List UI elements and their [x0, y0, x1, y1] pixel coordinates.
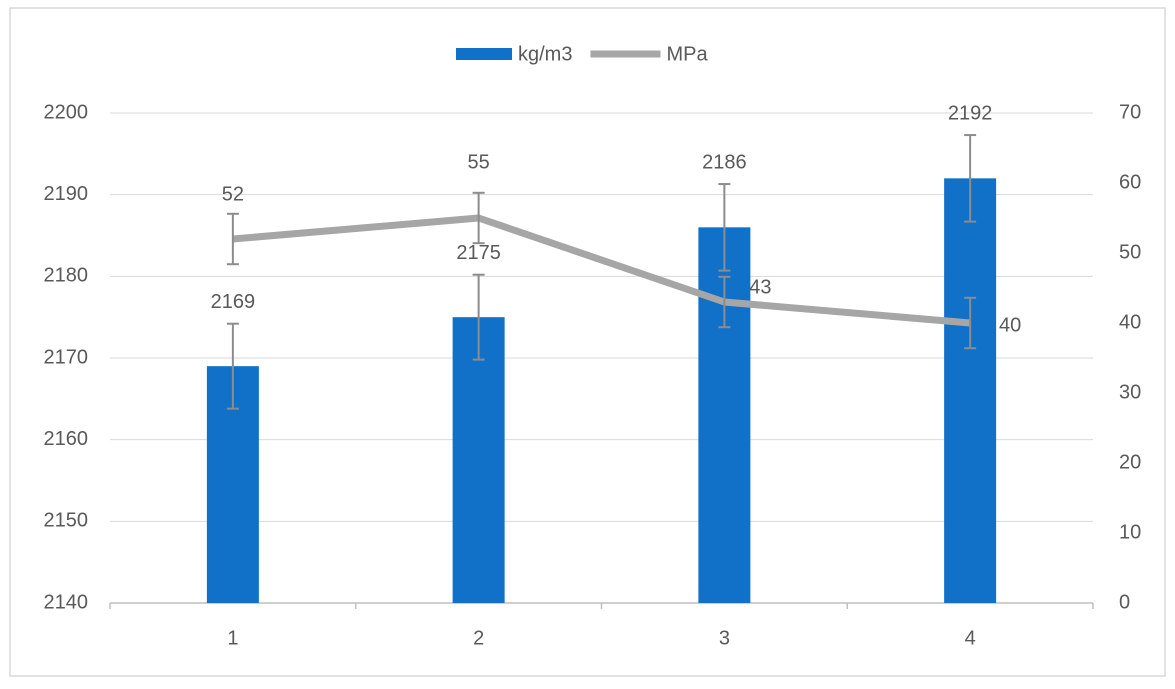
y-tick-label: 2140: [44, 591, 89, 613]
data-label: 52: [222, 183, 244, 205]
y2-tick-label: 0: [1119, 591, 1130, 613]
error-bar: [226, 322, 239, 410]
x-tick-label: 2: [473, 627, 484, 649]
data-label: 2169: [211, 291, 256, 313]
y-tick-label: 2170: [44, 346, 89, 368]
error-bar: [472, 191, 485, 245]
legend-swatch: [456, 48, 512, 60]
y2-tick-label: 20: [1119, 451, 1141, 473]
y-tick-label: 2200: [44, 101, 89, 123]
y2-tick-label: 50: [1119, 241, 1141, 263]
bar: [452, 317, 505, 603]
error-bar: [718, 275, 731, 329]
y-tick-label: 2180: [44, 265, 89, 287]
y2-tick-label: 30: [1119, 381, 1141, 403]
error-bar: [472, 273, 485, 361]
y-tick-label: 2190: [44, 183, 89, 205]
y2-tick-label: 60: [1119, 171, 1141, 193]
y2-tick-label: 10: [1119, 521, 1141, 543]
bar: [944, 178, 997, 604]
error-bar: [964, 134, 977, 223]
x-tick-label: 3: [719, 627, 730, 649]
error-bar: [964, 296, 977, 350]
data-label: 2175: [456, 242, 501, 264]
line: [232, 214, 971, 327]
data-label: 40: [999, 314, 1021, 336]
data-label: 43: [749, 276, 771, 298]
x-tick-label: 1: [227, 627, 238, 649]
legend-label: kg/m3: [518, 43, 572, 65]
data-label: 2192: [948, 102, 993, 124]
data-label: 55: [468, 151, 490, 173]
error-bar: [718, 183, 731, 272]
error-bar: [226, 212, 239, 266]
x-tick-label: 4: [965, 627, 976, 649]
legend-label: MPa: [666, 43, 708, 65]
data-label: 2186: [702, 151, 747, 173]
y-tick-label: 2160: [44, 428, 89, 450]
y2-tick-label: 40: [1119, 311, 1141, 333]
y2-tick-label: 70: [1119, 101, 1141, 123]
y-tick-label: 2150: [44, 510, 89, 532]
